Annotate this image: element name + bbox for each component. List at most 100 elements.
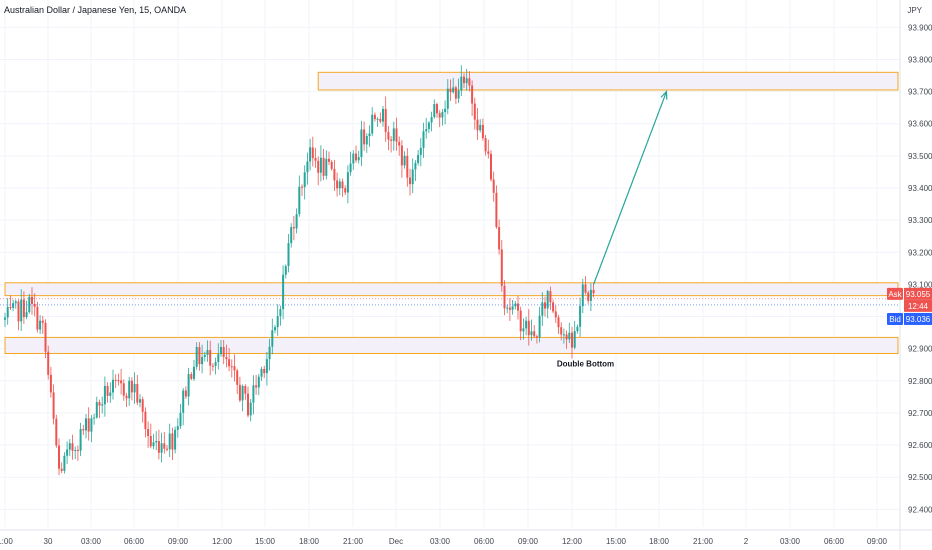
candle-body bbox=[203, 354, 206, 358]
candle-body bbox=[257, 376, 260, 388]
candle-body bbox=[236, 370, 239, 385]
candle-body bbox=[425, 129, 428, 132]
ask-price: 93.055 bbox=[906, 290, 931, 299]
candle-body bbox=[71, 443, 74, 451]
projection-arrow-head bbox=[660, 90, 668, 100]
candle-body bbox=[530, 331, 533, 336]
candle-body bbox=[195, 347, 198, 367]
candle-body bbox=[222, 346, 225, 357]
candle-body bbox=[533, 331, 536, 337]
candle-body bbox=[166, 448, 168, 450]
candle-body bbox=[325, 158, 328, 176]
candle-body bbox=[147, 429, 150, 437]
candle-body bbox=[260, 368, 263, 377]
candle-body bbox=[541, 302, 544, 316]
y-tick-label: 93.900 bbox=[908, 23, 932, 32]
x-tick-label: 15:00 bbox=[255, 537, 276, 546]
candles bbox=[4, 65, 595, 476]
candle-body bbox=[230, 366, 233, 368]
x-tick-label: 15:00 bbox=[606, 537, 627, 546]
candle-body bbox=[319, 157, 322, 173]
candle-body bbox=[430, 117, 433, 123]
candle-body bbox=[179, 412, 182, 427]
candle-body bbox=[592, 289, 595, 294]
candle-body bbox=[198, 347, 201, 365]
candle-body bbox=[495, 192, 498, 228]
candle-body bbox=[508, 307, 511, 310]
candle-body bbox=[141, 399, 144, 412]
candle-body bbox=[76, 450, 79, 452]
candle-body bbox=[247, 393, 249, 416]
candle-body bbox=[390, 139, 393, 141]
candle-body bbox=[182, 390, 185, 413]
candle-body bbox=[446, 88, 449, 109]
candle-body bbox=[298, 186, 301, 215]
candle-body bbox=[176, 426, 179, 430]
candle-body bbox=[576, 326, 579, 332]
candle-body bbox=[352, 153, 355, 164]
candle-body bbox=[481, 124, 484, 139]
candle-body bbox=[74, 450, 77, 452]
candle-body bbox=[22, 299, 25, 318]
candle-body bbox=[422, 131, 425, 148]
y-tick-label: 93.800 bbox=[908, 55, 932, 64]
candle-body bbox=[306, 161, 309, 173]
candle-body bbox=[155, 441, 158, 443]
x-tick-label: 03:00 bbox=[81, 537, 102, 546]
candle-body bbox=[28, 296, 31, 313]
x-tick-label: 09:00 bbox=[867, 537, 888, 546]
y-tick-label: 93.500 bbox=[908, 152, 932, 161]
candle-body bbox=[55, 418, 58, 446]
candle-body bbox=[373, 114, 376, 120]
candle-body bbox=[17, 301, 20, 322]
candle-body bbox=[157, 441, 160, 453]
candle-body bbox=[317, 160, 320, 173]
x-tick-label: 09:00 bbox=[518, 537, 539, 546]
support-resistance-zone bbox=[317, 71, 899, 91]
x-tick-label: 03:00 bbox=[780, 537, 801, 546]
candle-body bbox=[468, 78, 471, 86]
x-tick-label: 03:00 bbox=[430, 537, 451, 546]
candle-body bbox=[152, 442, 155, 447]
candle-body bbox=[562, 334, 565, 336]
candle-body bbox=[66, 449, 69, 456]
candle-body bbox=[12, 303, 15, 308]
candle-body bbox=[365, 136, 368, 145]
candle-body bbox=[228, 359, 231, 367]
candle-body bbox=[492, 179, 495, 193]
candle-body bbox=[465, 78, 468, 84]
candle-body bbox=[454, 87, 457, 99]
candle-body bbox=[149, 436, 152, 447]
y-tick-label: 93.600 bbox=[908, 120, 932, 129]
candle-body bbox=[44, 322, 47, 352]
x-tick-label: 21:00 bbox=[693, 537, 714, 546]
candle-body bbox=[384, 108, 387, 133]
candle-body bbox=[201, 357, 204, 365]
support-resistance-zone bbox=[4, 336, 899, 354]
candle-body bbox=[190, 374, 193, 379]
candle-body bbox=[68, 443, 71, 450]
candle-body bbox=[249, 402, 252, 416]
bid-price: 93.036 bbox=[906, 315, 931, 324]
candle-body bbox=[363, 129, 366, 145]
candle-body bbox=[433, 104, 436, 118]
countdown-badge bbox=[904, 299, 932, 312]
candle-body bbox=[309, 147, 312, 162]
candle-body bbox=[346, 172, 349, 193]
candle-body bbox=[90, 418, 93, 432]
candle-body bbox=[333, 168, 336, 181]
candle-body bbox=[282, 274, 285, 310]
candle-body bbox=[241, 385, 244, 401]
candle-body bbox=[463, 76, 465, 84]
candle-body bbox=[238, 384, 241, 401]
candle-body bbox=[233, 366, 236, 371]
candle-body bbox=[444, 108, 447, 113]
candle-body bbox=[31, 296, 33, 304]
candle-body bbox=[560, 327, 563, 335]
candle-body bbox=[290, 227, 293, 244]
candle-body bbox=[498, 227, 501, 250]
x-tick-label: 06:00 bbox=[474, 537, 495, 546]
bid-label-badge bbox=[887, 312, 903, 325]
candle-body bbox=[587, 292, 590, 301]
